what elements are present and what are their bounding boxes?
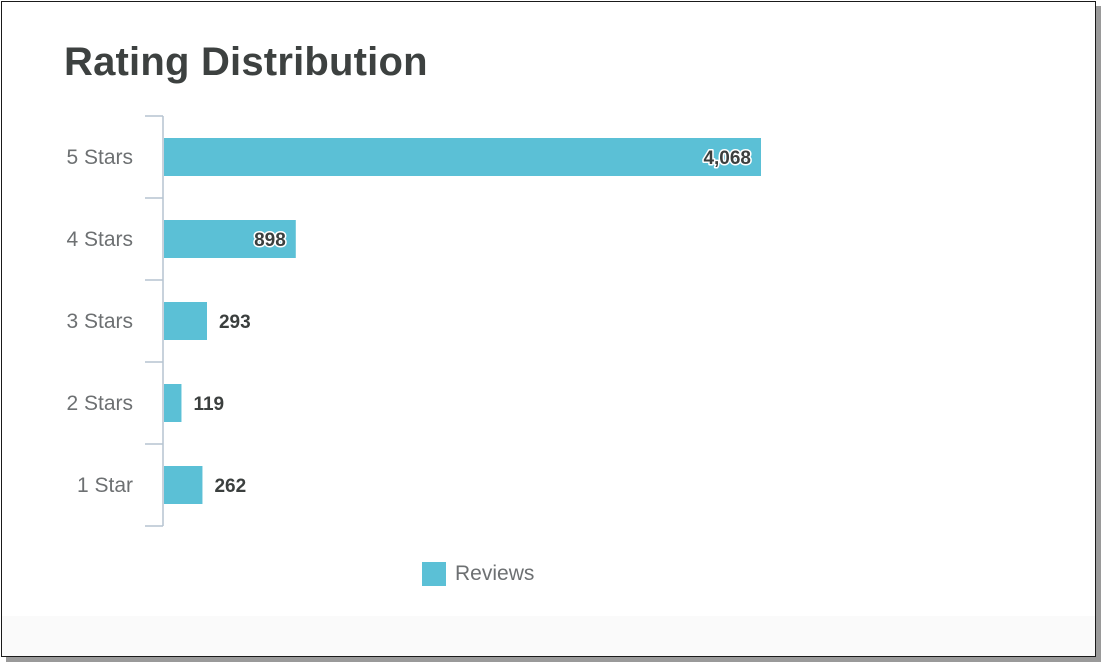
category-axis: 5 Stars 4 Stars 3 Stars 2 Stars 1 Star [66, 115, 164, 527]
chart-title: Rating Distribution [64, 40, 428, 84]
bar-3-stars[interactable] [164, 302, 207, 340]
category-label: 2 Stars [66, 392, 133, 415]
category-label: 3 Stars [66, 310, 133, 333]
legend[interactable]: Reviews [422, 562, 534, 586]
chart-card: Rating Distribution 5 Stars 4 Stars 3 Star… [1, 1, 1096, 657]
legend-swatch-reviews [422, 562, 446, 586]
bar-chart: 5 Stars 4 Stars 3 Stars 2 Stars 1 Star 4,068… [66, 115, 761, 527]
data-label: 262 [214, 476, 246, 497]
data-label: 4,068 [703, 148, 751, 169]
data-label: 119 [193, 394, 224, 415]
bar-4-stars[interactable] [164, 220, 296, 258]
data-label: 293 [219, 312, 251, 333]
category-label: 1 Star [77, 474, 133, 497]
data-label: 898 [254, 230, 286, 251]
category-label: 4 Stars [66, 228, 133, 251]
bars [164, 138, 761, 504]
bar-1-star[interactable] [164, 466, 203, 504]
legend-label-reviews: Reviews [455, 562, 535, 585]
category-label: 5 Stars [66, 146, 133, 169]
bar-5-stars[interactable] [164, 138, 761, 176]
card-footer-band [2, 616, 1095, 656]
bar-2-stars[interactable] [164, 384, 182, 422]
labels: 4,068 898 293 119 262 [193, 147, 752, 498]
